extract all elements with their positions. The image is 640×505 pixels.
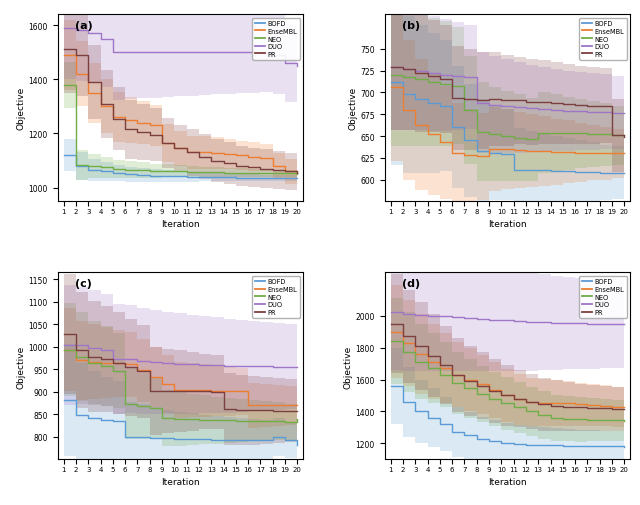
Legend: BOFD, EnseMBL, NEO, DUO, PR: BOFD, EnseMBL, NEO, DUO, PR <box>579 276 627 318</box>
Y-axis label: Objective: Objective <box>17 344 26 388</box>
X-axis label: Iteration: Iteration <box>161 220 200 229</box>
Text: (d): (d) <box>402 278 420 288</box>
Legend: BOFD, EnseMBL, NEO, DUO, PR: BOFD, EnseMBL, NEO, DUO, PR <box>252 276 300 318</box>
Text: (b): (b) <box>402 21 420 31</box>
Legend: BOFD, EnseMBL, NEO, DUO, PR: BOFD, EnseMBL, NEO, DUO, PR <box>252 19 300 61</box>
Y-axis label: Objective: Objective <box>344 344 353 388</box>
Legend: BOFD, EnseMBL, NEO, DUO, PR: BOFD, EnseMBL, NEO, DUO, PR <box>579 19 627 61</box>
Y-axis label: Objective: Objective <box>348 87 357 130</box>
Y-axis label: Objective: Objective <box>17 87 26 130</box>
X-axis label: Iteration: Iteration <box>488 477 527 486</box>
Text: (a): (a) <box>75 21 93 31</box>
X-axis label: Iteration: Iteration <box>488 220 527 229</box>
X-axis label: Iteration: Iteration <box>161 477 200 486</box>
Text: (c): (c) <box>75 278 92 288</box>
